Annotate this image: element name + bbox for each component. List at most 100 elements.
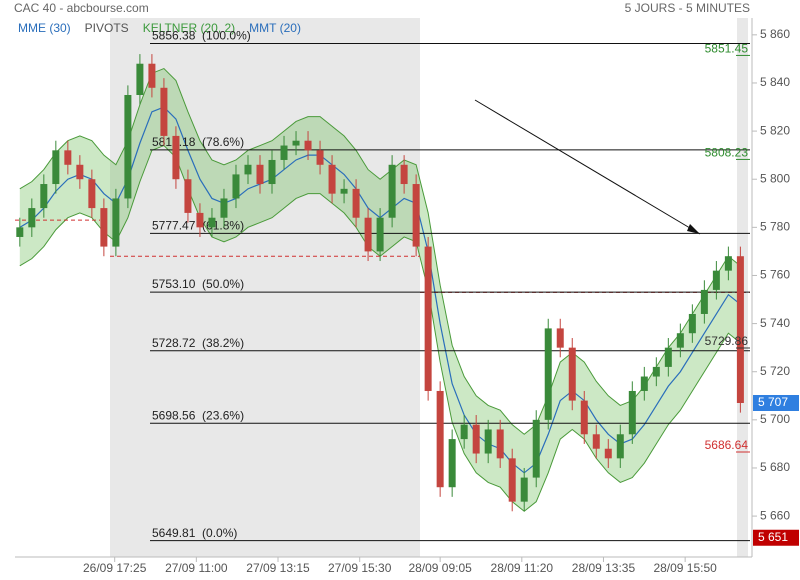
legend-entry: MMT (20) [249, 21, 301, 35]
candle-body [124, 95, 132, 199]
candle-body [616, 434, 624, 459]
candle-body [268, 159, 276, 185]
y-tick-label: 5 760 [760, 268, 790, 282]
candle-body [400, 164, 408, 185]
candle-body [64, 150, 72, 165]
candle-body [568, 347, 576, 401]
candle-body [16, 227, 24, 237]
candle-body [556, 328, 564, 348]
y-tick-label: 5 780 [760, 220, 790, 234]
candle-body [304, 140, 312, 151]
fib-label: 5698.56 (23.6%) [152, 408, 244, 422]
legend-entry: PIVOTS [85, 21, 129, 35]
candle-body [292, 140, 300, 146]
candle-body [232, 174, 240, 199]
y-tick-label: 5 720 [760, 364, 790, 378]
arrow-head [687, 224, 700, 234]
candle-body [544, 328, 552, 420]
fib-label: 5753.10 (50.0%) [152, 277, 244, 291]
candle-body [688, 313, 696, 334]
price-tag [753, 395, 799, 411]
y-tick-label: 5 840 [760, 75, 790, 89]
candle-body [520, 477, 528, 502]
y-tick-label: 5 680 [760, 460, 790, 474]
candle-body [472, 424, 480, 454]
candle-body [712, 270, 720, 290]
candle-body [628, 390, 636, 435]
y-tick-label: 5 820 [760, 123, 790, 137]
candle-body [40, 184, 48, 209]
candle-body [376, 217, 384, 252]
candle-body [28, 208, 36, 228]
x-tick-label: 27/09 11:00 [165, 561, 228, 575]
legend-entry: KELTNER (20, 2) [143, 21, 235, 35]
candle-body [52, 150, 60, 185]
y-tick-label: 5 740 [760, 316, 790, 330]
candle-body [460, 424, 468, 440]
price-tag-label: 5 651 [758, 530, 788, 544]
legend-entry: MME (30) [18, 21, 71, 35]
candle-body [364, 217, 372, 252]
candle-body [640, 376, 648, 391]
chart-title: CAC 40 - abcbourse.com [14, 1, 149, 15]
candle-body [484, 429, 492, 454]
candle-body [172, 135, 180, 180]
candle-body [664, 347, 672, 367]
chart-subtitle: 5 JOURS - 5 MINUTES [625, 1, 750, 15]
candle-body [208, 217, 216, 228]
candle-body [448, 439, 456, 488]
candle-body [340, 188, 348, 194]
candle-body [184, 179, 192, 213]
candle-body [148, 63, 156, 88]
x-tick-label: 26/09 17:25 [83, 561, 147, 575]
candle-body [352, 188, 360, 218]
x-tick-label: 28/09 13:35 [572, 561, 636, 575]
candle-body [316, 150, 324, 165]
annotation-label: 5729.86 [705, 334, 749, 348]
candle-body [436, 390, 444, 488]
candle-body [496, 429, 504, 459]
candle-body [196, 212, 204, 228]
price-tag [753, 529, 799, 546]
x-tick-label: 28/09 11:20 [491, 561, 554, 575]
fib-label: 5649.81 (0.0%) [152, 526, 237, 540]
candle-body [280, 145, 288, 160]
candle-body [220, 198, 228, 218]
candle-body [604, 448, 612, 459]
candle-body [100, 208, 108, 247]
annotation-label: 5808.23 [705, 146, 749, 160]
trend-arrow [474, 99, 701, 235]
candle-body [736, 256, 744, 403]
candle-body [424, 246, 432, 391]
candle-body [388, 164, 396, 218]
y-tick-label: 5 800 [760, 171, 790, 185]
candle-body [592, 434, 600, 449]
candle-body [532, 419, 540, 478]
candle-body [76, 164, 84, 180]
fib-label: 5856.38 (100.0%) [152, 29, 251, 43]
candle-body [160, 87, 168, 136]
y-tick-label: 5 660 [760, 508, 790, 522]
price-tag-label: 5 707 [758, 395, 788, 409]
candle-body [328, 164, 336, 194]
candle-body [244, 164, 252, 175]
plot: MME (30) PIVOTS KELTNER (20, 2) MMT (20)585… [15, 21, 750, 542]
candle-body [580, 400, 588, 435]
annotation-label: 5851.45 [705, 42, 749, 56]
candle-body [88, 179, 96, 209]
candle-body [652, 366, 660, 377]
annotation-label: 5686.64 [705, 438, 749, 452]
candle-body [724, 256, 732, 271]
x-tick-label: 28/09 15:50 [653, 561, 717, 575]
y-tick-label: 5 860 [760, 27, 790, 41]
candle-body [676, 333, 684, 348]
candle-body [256, 164, 264, 185]
fib-label: 5728.72 (38.2%) [152, 336, 244, 350]
candle-body [508, 458, 516, 502]
x-tick-label: 27/09 13:15 [246, 561, 310, 575]
candle-body [136, 63, 144, 95]
candle-body [112, 198, 120, 247]
candle-body [412, 184, 420, 247]
x-tick-label: 28/09 09:05 [408, 561, 472, 575]
